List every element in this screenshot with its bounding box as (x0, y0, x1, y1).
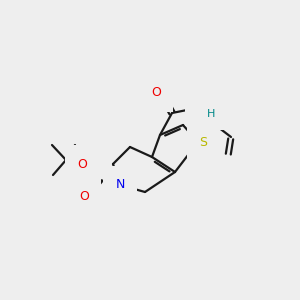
Text: O: O (79, 190, 89, 202)
Text: O: O (77, 158, 87, 170)
Text: N: N (197, 100, 207, 113)
Text: O: O (151, 86, 161, 100)
Text: N: N (115, 178, 125, 191)
Text: S: S (199, 136, 207, 148)
Text: H: H (207, 109, 215, 119)
